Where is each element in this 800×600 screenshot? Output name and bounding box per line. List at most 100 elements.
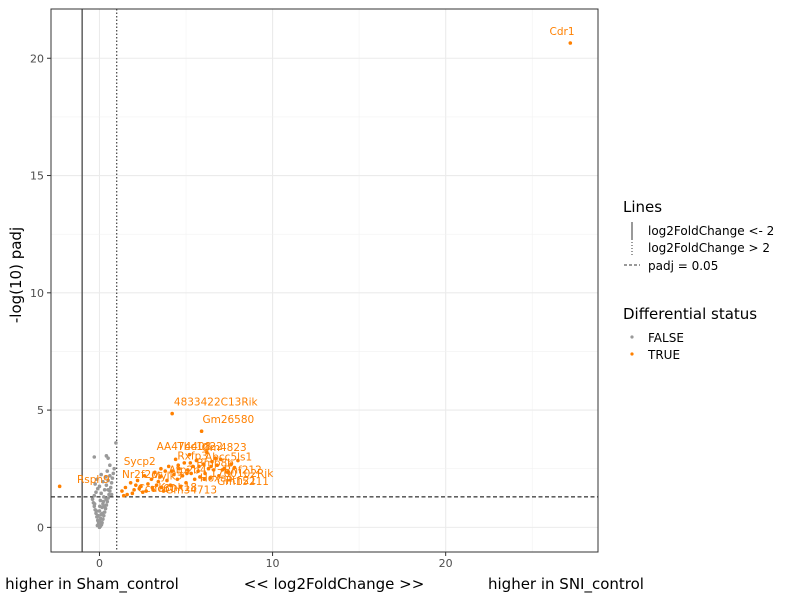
legend-lines-entry-2: log2FoldChange > 2 [648, 241, 770, 255]
data-point [232, 465, 237, 470]
data-point [99, 522, 104, 527]
data-point [161, 489, 166, 493]
data-point [204, 450, 209, 455]
gene-label: Ccdc60 [138, 483, 177, 495]
data-point [121, 493, 126, 498]
data-point [176, 463, 181, 468]
data-point [197, 464, 201, 469]
gene-label: Sycp2 [124, 456, 156, 468]
data-point [128, 481, 133, 485]
data-point [101, 495, 106, 499]
data-point [106, 478, 110, 483]
data-point [98, 504, 102, 509]
data-point [170, 411, 174, 416]
data-point [93, 482, 97, 486]
gene-label: Rsph9 [77, 474, 110, 486]
data-point [201, 462, 206, 466]
data-point [202, 477, 206, 482]
data-point [57, 484, 62, 489]
data-point [123, 485, 128, 490]
plot-panel [51, 9, 598, 552]
plot-border [50, 8, 599, 553]
legend-status-entry-false: FALSE [648, 331, 684, 345]
gene-label: Cdr1 [550, 26, 575, 38]
data-point [194, 458, 199, 463]
data-point [165, 478, 169, 483]
gene-label: Kcnk18 [158, 482, 197, 494]
data-point [103, 475, 108, 479]
reference-lines [51, 9, 598, 552]
gene-label: Atp2b4 [169, 464, 207, 476]
data-point [184, 481, 188, 485]
gene-label: Gm15211 [217, 476, 269, 488]
data-point [159, 466, 163, 471]
data-point [132, 488, 136, 492]
data-point [146, 482, 150, 486]
data-point [168, 483, 173, 487]
data-point [163, 469, 168, 473]
data-point [179, 484, 183, 489]
data-point [203, 471, 207, 476]
data-point [99, 491, 103, 496]
gene-label: 1700102Rik [210, 468, 274, 480]
gene-label: Rnf212 [224, 464, 262, 476]
data-point [92, 502, 97, 506]
data-point [209, 464, 213, 469]
data-point [154, 483, 159, 487]
data-point [185, 471, 189, 476]
data-point [172, 472, 176, 477]
gene-label: Gm34713 [165, 484, 217, 496]
legend: Lines log2FoldChange <- 2 log2FoldChange… [623, 198, 774, 362]
gene-label: Nr2f2os [122, 469, 163, 481]
gene-label: Tbc1d22 [176, 441, 223, 453]
series-false-points [90, 441, 118, 530]
data-point [97, 509, 102, 513]
data-point [108, 463, 112, 468]
data-point [191, 464, 195, 469]
data-point [102, 504, 107, 509]
legend-lines-entry-3: padj = 0.05 [648, 259, 718, 273]
data-point [166, 464, 171, 469]
data-point [213, 456, 218, 460]
data-point [108, 473, 112, 478]
gene-label: Mylk3 [151, 470, 182, 482]
data-point [107, 492, 111, 497]
x-axis-label-right: higher in SNI_control [488, 575, 644, 594]
data-point [90, 497, 95, 502]
gene-label: Gm26580 [202, 414, 254, 426]
data-point [173, 457, 178, 462]
data-point [114, 441, 118, 445]
data-point [134, 483, 138, 487]
gene-label: Gm4823 [202, 442, 247, 454]
legend-lines-title: Lines [623, 198, 662, 216]
data-point [108, 489, 112, 493]
data-point [170, 469, 174, 473]
data-point [144, 489, 149, 493]
data-point [199, 429, 204, 434]
data-point [211, 468, 216, 472]
axes: 0 10 20 0 5 10 15 20 [30, 52, 453, 570]
data-point [192, 477, 197, 482]
legend-false-key [630, 335, 634, 339]
data-point [92, 493, 97, 498]
data-point [225, 470, 230, 475]
data-point [99, 472, 103, 477]
data-point [111, 471, 116, 476]
data-point [217, 473, 221, 478]
series-true-points [57, 41, 573, 498]
data-point [568, 41, 573, 45]
gene-label: Rxfp3 [177, 450, 208, 462]
x-tick-label: 0 [96, 557, 103, 570]
data-point [189, 471, 194, 476]
data-point [180, 473, 185, 478]
data-point [159, 485, 164, 490]
data-point [95, 477, 99, 482]
data-point [137, 486, 142, 491]
data-point [101, 499, 106, 504]
gene-labels: Cdr14833422C13RikGm26580AA474408Tbc1d22G… [77, 26, 575, 497]
y-tick-label: 15 [30, 170, 44, 183]
data-point [120, 489, 124, 493]
data-point [236, 458, 240, 463]
data-point [104, 497, 108, 502]
